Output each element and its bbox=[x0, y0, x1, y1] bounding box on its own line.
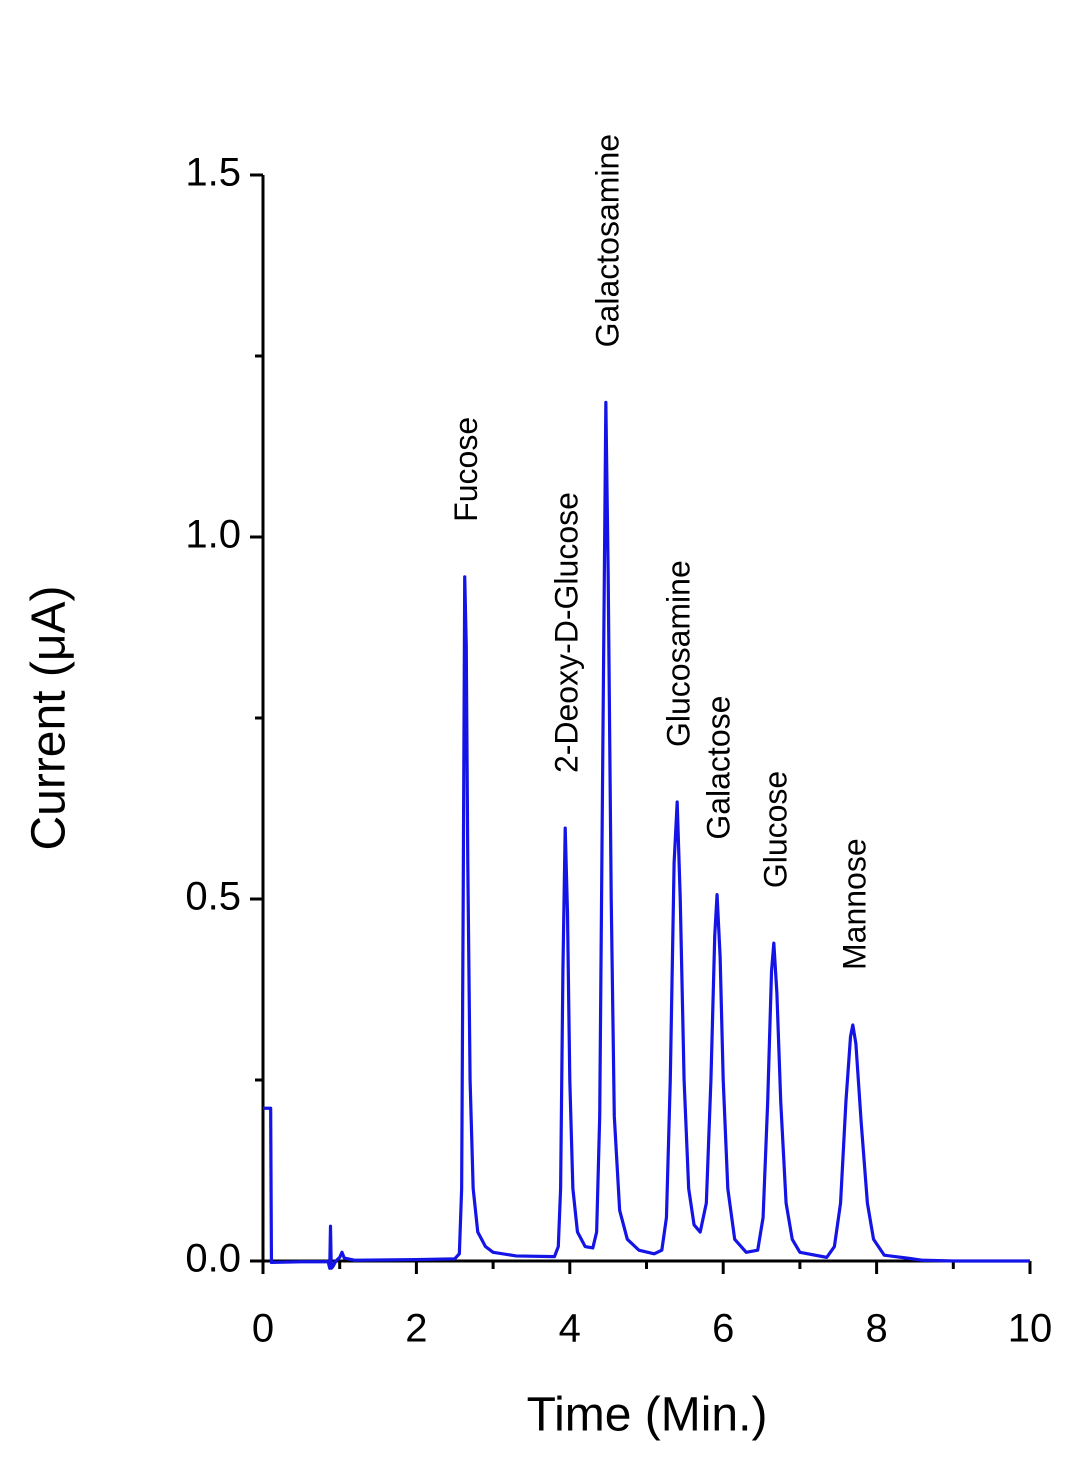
peak-label: Fucose bbox=[448, 417, 484, 522]
peak-label: Galactosamine bbox=[589, 134, 625, 347]
y-tick-label: 0.5 bbox=[185, 875, 241, 919]
y-tick-label: 1.5 bbox=[185, 151, 241, 195]
peak-label: Glucosamine bbox=[661, 560, 697, 747]
x-tick-label: 10 bbox=[1008, 1307, 1053, 1351]
y-tick-label: 0.0 bbox=[185, 1237, 241, 1281]
x-tick-label: 4 bbox=[559, 1307, 581, 1351]
x-tick-label: 2 bbox=[405, 1307, 427, 1351]
data-line bbox=[263, 400, 1030, 1270]
peak-label: 2-Deoxy-D-Glucose bbox=[549, 492, 585, 773]
x-tick-label: 6 bbox=[712, 1307, 734, 1351]
x-tick-label: 0 bbox=[252, 1307, 274, 1351]
x-tick-label: 8 bbox=[865, 1307, 887, 1351]
peak-label: Galactose bbox=[701, 696, 737, 840]
y-tick-label: 1.0 bbox=[185, 513, 241, 557]
y-axis-title: Current (μA) bbox=[23, 585, 76, 850]
peak-label: Glucose bbox=[757, 771, 793, 888]
x-axis-title: Time (Min.) bbox=[527, 1389, 768, 1442]
peak-label: Mannose bbox=[836, 838, 872, 970]
